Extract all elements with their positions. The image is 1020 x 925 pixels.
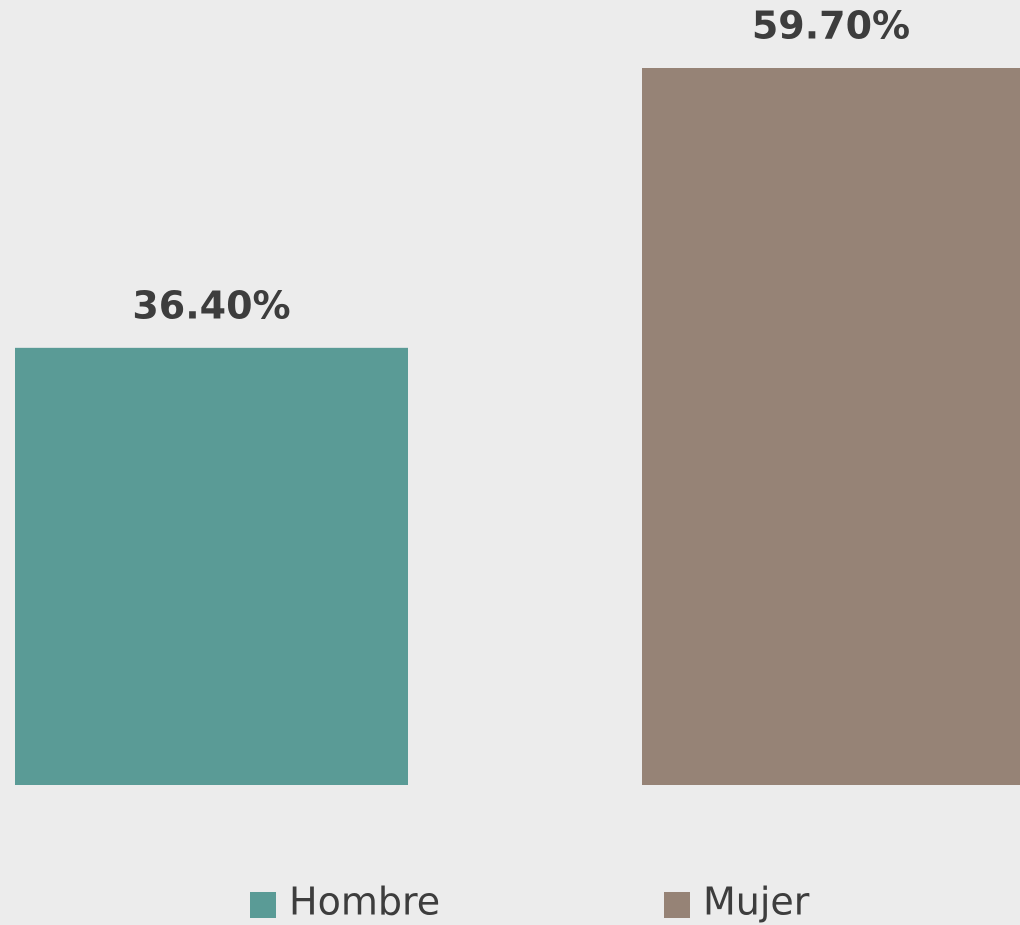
legend-swatch [664, 892, 690, 918]
value-label: 36.40% [132, 283, 290, 327]
bar [15, 347, 408, 785]
value-label: 59.70% [752, 4, 910, 48]
legend-swatch [250, 892, 276, 918]
legend-label: Hombre [289, 880, 440, 924]
legend-label: Mujer [703, 880, 810, 924]
bar [642, 68, 1020, 785]
